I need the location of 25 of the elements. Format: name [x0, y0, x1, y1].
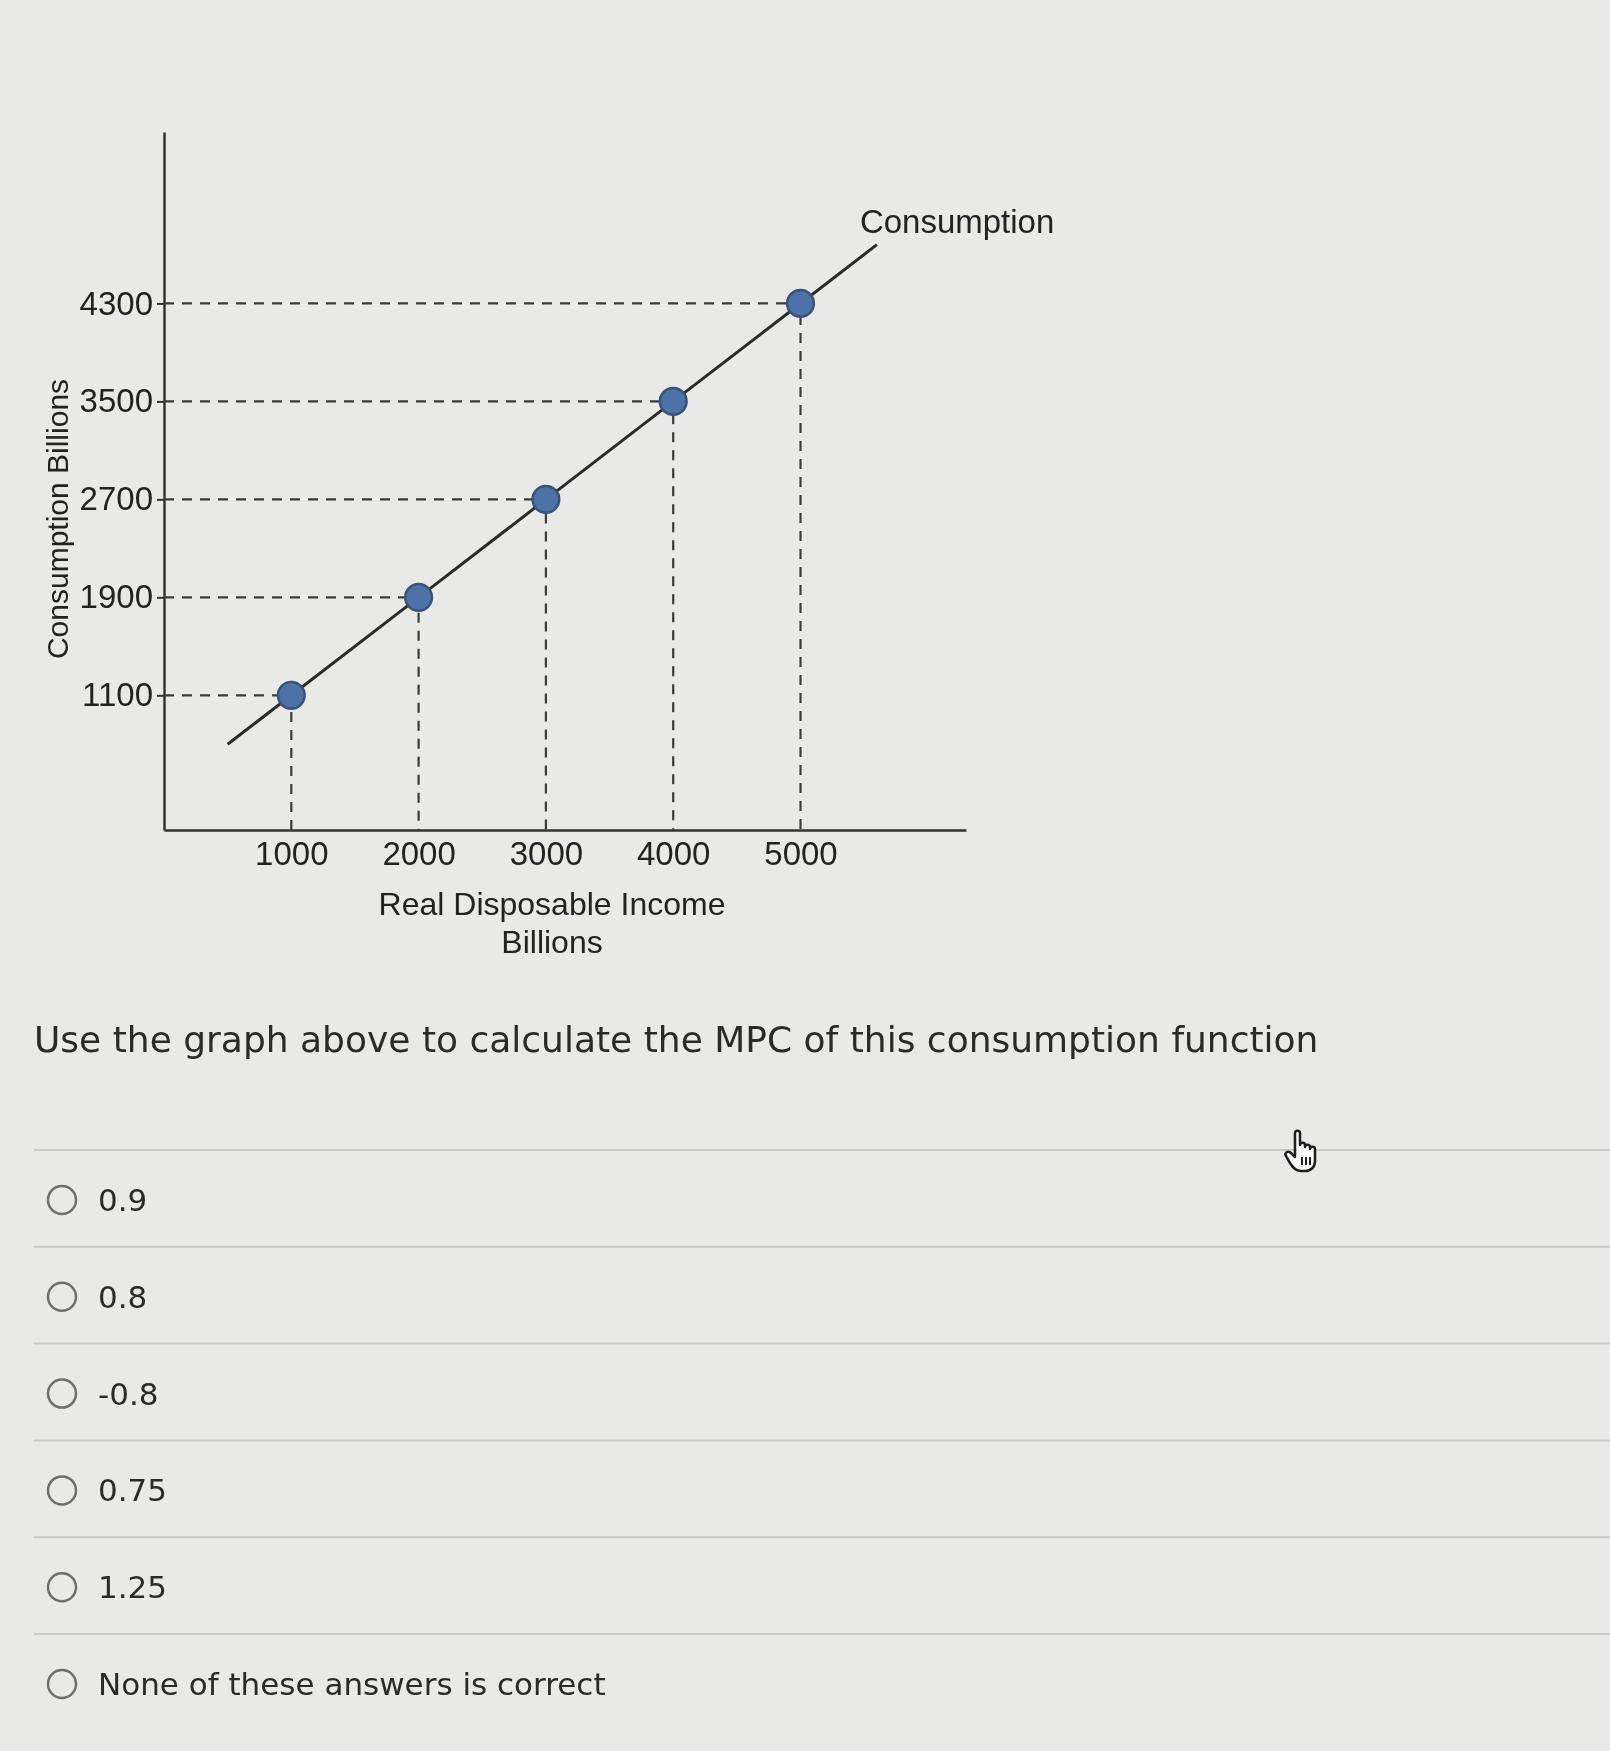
text: Use the graph above to calculate the MPC of this consumption function: [34, 1019, 1319, 1060]
x-tick-label: 1000: [255, 835, 329, 873]
x-axis-title: Real Disposable Income Billions: [378, 886, 726, 960]
point: [276, 680, 306, 710]
series-label: Consumption: [859, 202, 1055, 240]
x-tick-label: 5000: [764, 835, 838, 873]
y-tick-label: 1100: [82, 676, 153, 714]
x-tick-label: 2000: [382, 835, 456, 873]
y-tick-label: 4300: [79, 284, 153, 322]
y-tick-label: 3500: [79, 382, 153, 420]
text: 0.75: [98, 1472, 168, 1509]
y-tick-label: 2700: [79, 480, 153, 518]
text: None of these answers is correct: [98, 1666, 606, 1702]
y-axis-title: Consumption Billions: [41, 378, 74, 660]
point: [658, 386, 688, 416]
y-tick-label: 1900: [79, 578, 153, 616]
text: 0.8: [98, 1278, 148, 1315]
point: [785, 288, 816, 319]
x-tick-label: 3000: [509, 835, 584, 873]
point: [404, 582, 434, 612]
text: -0.8: [98, 1375, 159, 1412]
point: [531, 484, 561, 514]
text: 1.25: [98, 1569, 168, 1606]
text: 0.9: [98, 1182, 148, 1218]
x-tick-label: 4000: [637, 835, 711, 873]
